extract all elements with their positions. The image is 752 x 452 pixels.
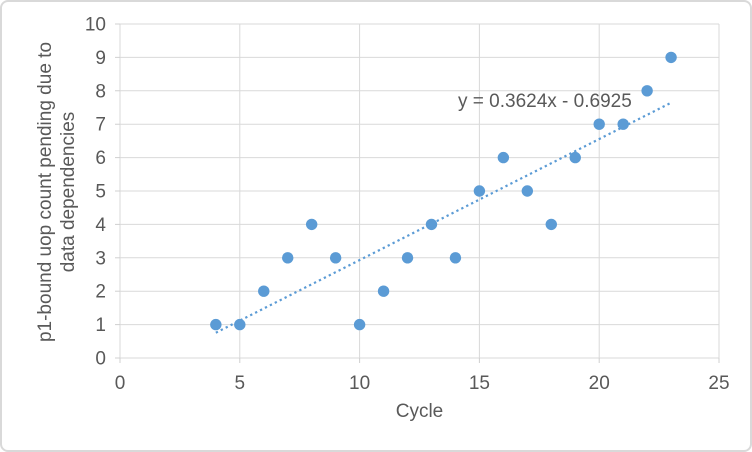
trendline-equation-label: y = 0.3624x - 0.6925 [458, 91, 632, 112]
data-point [593, 118, 605, 130]
data-point [210, 318, 222, 331]
trendline [215, 101, 672, 334]
y-tick-label: 0 [95, 349, 106, 370]
y-axis-title-line2: data dependencies [58, 111, 79, 273]
x-tick-label: 15 [469, 373, 490, 394]
x-tick-label: 25 [708, 373, 729, 394]
y-tick-label: 10 [85, 15, 106, 36]
y-tick-label: 6 [95, 148, 106, 169]
data-point [377, 285, 390, 297]
y-tick-label: 9 [95, 48, 106, 69]
data-point [665, 51, 677, 64]
data-point [569, 151, 581, 164]
x-tick-label: 20 [589, 373, 610, 394]
x-axis-title: Cycle [395, 401, 444, 422]
data-point [641, 85, 653, 97]
data-point [353, 318, 366, 331]
y-tick-label: 1 [95, 315, 106, 336]
data-point [617, 118, 629, 130]
data-point [473, 185, 486, 197]
data-point [521, 185, 534, 197]
data-point [401, 252, 414, 264]
y-tick-label: 8 [95, 81, 106, 102]
y-tick-label: 2 [95, 282, 106, 303]
data-point [282, 252, 294, 264]
data-point [234, 318, 246, 331]
x-tick-label: 0 [115, 373, 126, 394]
data-point [425, 218, 438, 231]
y-tick-label: 3 [95, 248, 106, 269]
data-point [258, 285, 270, 297]
y-axis-title: p1-bound uop count pending due to data d… [34, 22, 82, 362]
x-tick-label: 10 [349, 373, 370, 394]
data-point [449, 252, 462, 264]
y-tick-label: 4 [95, 215, 106, 236]
y-axis-title-line1: p1-bound uop count pending due to [35, 41, 56, 343]
y-tick-label: 7 [95, 115, 106, 136]
data-point [497, 151, 510, 164]
data-point [545, 218, 557, 231]
y-tick-label: 5 [95, 182, 106, 203]
data-point [329, 252, 342, 264]
data-point [305, 218, 318, 231]
x-tick-label: 5 [235, 373, 246, 394]
